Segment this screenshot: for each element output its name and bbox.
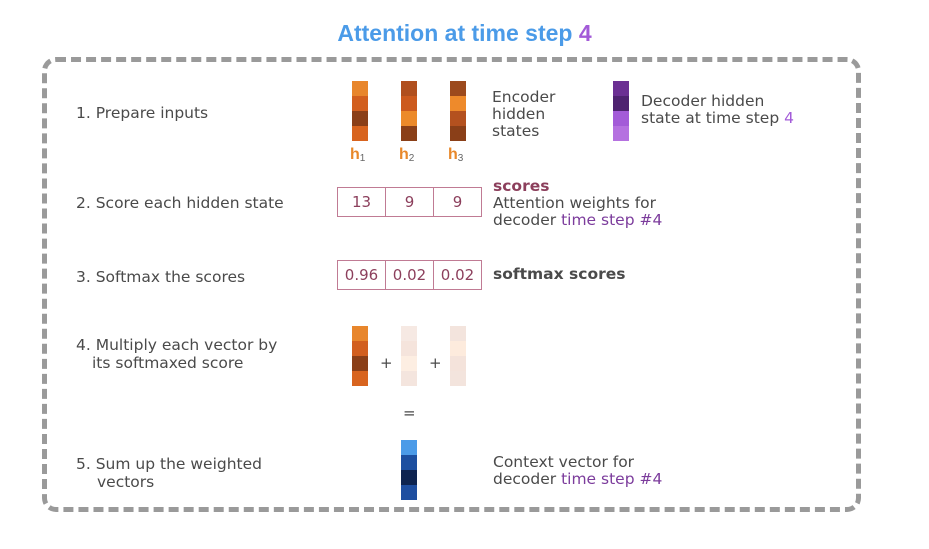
- step-5-label-line2: vectors: [97, 473, 155, 491]
- vector-cell: [401, 371, 417, 386]
- vector-cell: [401, 326, 417, 341]
- decoder-hidden-state: [613, 81, 629, 141]
- vector-cell: [352, 341, 368, 356]
- context-vector: [401, 440, 417, 500]
- softmax-row: 0.96 0.02 0.02: [337, 260, 482, 290]
- encoder-hidden-state-h2: [401, 81, 417, 141]
- step-4-label-line1: 4. Multiply each vector by: [76, 336, 278, 354]
- title-step-number: 4: [578, 20, 592, 46]
- vector-cell: [352, 96, 368, 111]
- vector-cell: [613, 81, 629, 96]
- score-cell: 13: [338, 188, 386, 216]
- scores-label: scores: [493, 177, 550, 195]
- vector-cell: [401, 341, 417, 356]
- vector-cell: [352, 81, 368, 96]
- softmax-cell: 0.02: [440, 266, 475, 284]
- score-cell: 9: [386, 188, 434, 216]
- vector-cell: [450, 371, 466, 386]
- encoder-hidden-state-h3: [450, 81, 466, 141]
- softmax-label: softmax scores: [493, 265, 626, 283]
- scores-row: 13 9 9: [337, 187, 482, 217]
- vector-cell: [352, 111, 368, 126]
- vector-cell: [401, 81, 417, 96]
- vector-cell: [450, 81, 466, 96]
- score-cell: 9: [452, 193, 463, 211]
- weighted-vector-2: [401, 326, 417, 386]
- decoder-label: Decoder hidden state at time step 4: [641, 92, 794, 127]
- step-2-label: 2. Score each hidden state: [76, 194, 284, 212]
- vector-cell: [450, 341, 466, 356]
- vector-cell: [401, 356, 417, 371]
- plus-sign: +: [429, 354, 442, 372]
- h3-label: h3: [448, 146, 464, 164]
- vector-cell: [352, 126, 368, 141]
- h1-label: h1: [350, 146, 366, 164]
- softmax-cell: 0.96: [338, 261, 386, 289]
- step-5-label-line1: 5. Sum up the weighted: [76, 455, 262, 473]
- encoder-hidden-state-h1: [352, 81, 368, 141]
- vector-cell: [450, 111, 466, 126]
- vector-cell: [352, 356, 368, 371]
- vector-cell: [450, 126, 466, 141]
- vector-cell: [352, 371, 368, 386]
- vector-cell: [352, 326, 368, 341]
- vector-cell: [401, 111, 417, 126]
- vector-cell: [450, 326, 466, 341]
- vector-cell: [401, 455, 417, 470]
- encoder-label: Encoder hidden states: [492, 88, 556, 140]
- vector-cell: [401, 485, 417, 500]
- vector-cell: [450, 356, 466, 371]
- vector-cell: [450, 96, 466, 111]
- vector-cell: [401, 470, 417, 485]
- h2-label: h2: [399, 146, 415, 164]
- scores-description: scores Attention weights for decoder tim…: [493, 177, 663, 229]
- vector-cell: [613, 111, 629, 126]
- softmax-cell: 0.02: [386, 261, 434, 289]
- vector-cell: [401, 440, 417, 455]
- step-3-label: 3. Softmax the scores: [76, 268, 246, 286]
- page-title: Attention at time step 4: [0, 20, 929, 47]
- vector-cell: [613, 126, 629, 141]
- context-description: Context vector for decoder time step #4: [493, 453, 663, 488]
- plus-sign: +: [380, 354, 393, 372]
- dashed-frame: [42, 57, 861, 512]
- title-text: Attention at time step: [337, 20, 579, 46]
- vector-cell: [401, 126, 417, 141]
- step-4-label-line2: its softmaxed score: [92, 354, 244, 372]
- weighted-vector-3: [450, 326, 466, 386]
- vector-cell: [401, 96, 417, 111]
- weighted-vector-1: [352, 326, 368, 386]
- equals-sign: =: [403, 404, 416, 422]
- step-1-label: 1. Prepare inputs: [76, 104, 209, 122]
- vector-cell: [613, 96, 629, 111]
